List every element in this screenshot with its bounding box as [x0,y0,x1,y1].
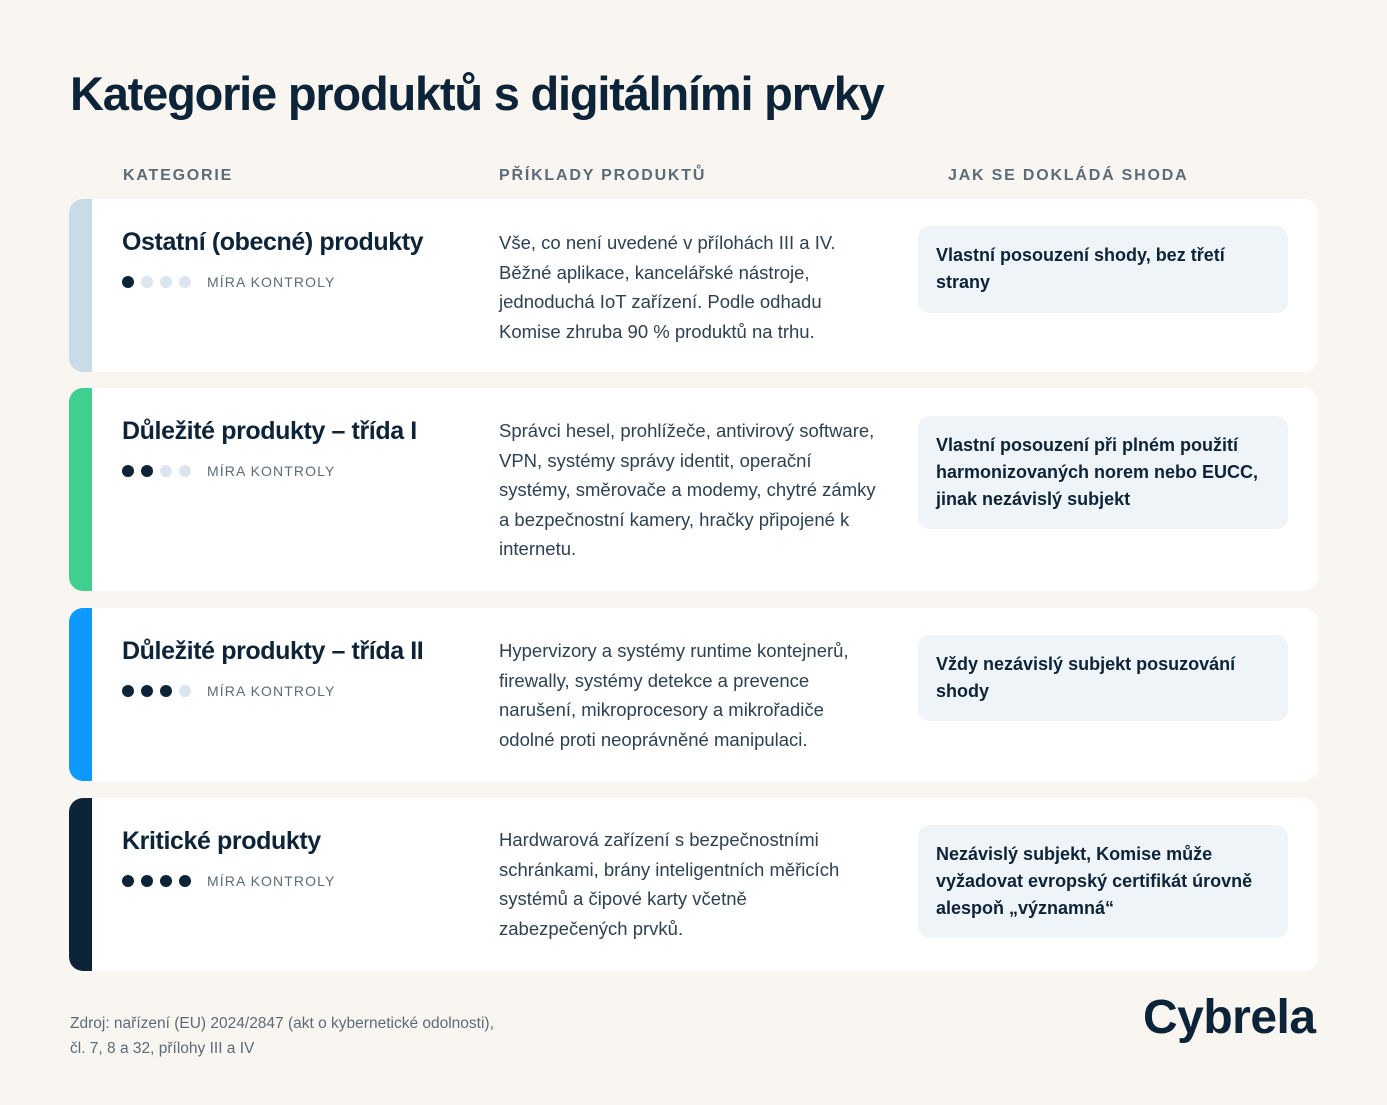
source-line: Zdroj: nařízení (EU) 2024/2847 (akt o ky… [70,1015,494,1032]
category-name: Důležité produkty – třída I [122,417,417,445]
row-accent-bar [69,388,92,591]
level-dot [179,465,191,477]
source-note: Zdroj: nařízení (EU) 2024/2847 (akt o ky… [70,1011,590,1061]
level-dot [160,875,172,887]
level-dot [179,276,191,288]
level-dot [160,685,172,697]
control-level-label: MÍRA KONTROLY [207,683,336,699]
conformity-box: Vlastní posouzení shody, bez třetí stran… [918,226,1288,313]
row-accent-bar [69,608,92,781]
level-dot [179,875,191,887]
level-dot [122,875,134,887]
row-accent-bar [69,798,92,971]
level-dot [122,685,134,697]
control-level-label: MÍRA KONTROLY [207,274,336,290]
conformity-box: Vlastní posouzení při plném použití harm… [918,416,1288,529]
brand-logo: Cybrela [1143,991,1316,1044]
category-row-critical: Kritické produkty MÍRA KONTROLY Hardwaro… [69,798,1318,971]
conformity-box: Vždy nezávislý subjekt posuzování shody [918,635,1288,721]
level-dot [122,276,134,288]
product-examples: Hardwarová zařízení s bezpečnostními sch… [499,829,840,939]
level-dot [141,276,153,288]
control-level-indicator: MÍRA KONTROLY [122,274,335,290]
category-row-important-class-2: Důležité produkty – třída II MÍRA KONTRO… [69,608,1318,781]
category-row-important-class-1: Důležité produkty – třída I MÍRA KONTROL… [69,388,1318,591]
control-level-indicator: MÍRA KONTROLY [122,463,335,479]
category-name: Důležité produkty – třída II [122,637,424,665]
source-line: čl. 7, 8 a 32, přílohy III a IV [70,1040,255,1057]
column-header-examples: PŘÍKLADY PRODUKTŮ [499,167,707,184]
control-level-indicator: MÍRA KONTROLY [122,683,335,699]
level-dot [160,465,172,477]
control-level-label: MÍRA KONTROLY [207,463,336,479]
category-row-general: Ostatní (obecné) produkty MÍRA KONTROLY … [69,199,1318,372]
row-accent-bar [69,199,92,372]
level-dot [160,276,172,288]
level-dot [141,875,153,887]
control-level-label: MÍRA KONTROLY [207,873,336,889]
conformity-box: Nezávislý subjekt, Komise může vyžadovat… [918,825,1288,938]
column-header-category: KATEGORIE [123,167,234,184]
product-examples: Hypervizory a systémy runtime kontejnerů… [499,640,849,750]
product-examples: Vše, co není uvedené v přílohách III a I… [499,232,836,342]
level-dot [122,465,134,477]
category-name: Ostatní (obecné) produkty [122,228,424,256]
category-name: Kritické produkty [122,827,321,855]
control-level-indicator: MÍRA KONTROLY [122,873,335,889]
column-header-conformity: JAK SE DOKLÁDÁ SHODA [948,167,1189,184]
product-examples: Správci hesel, prohlížeče, antivirový so… [499,420,876,559]
page-title: Kategorie produktů s digitálními prvky [70,67,885,120]
level-dot [141,465,153,477]
level-dot [141,685,153,697]
level-dot [179,685,191,697]
